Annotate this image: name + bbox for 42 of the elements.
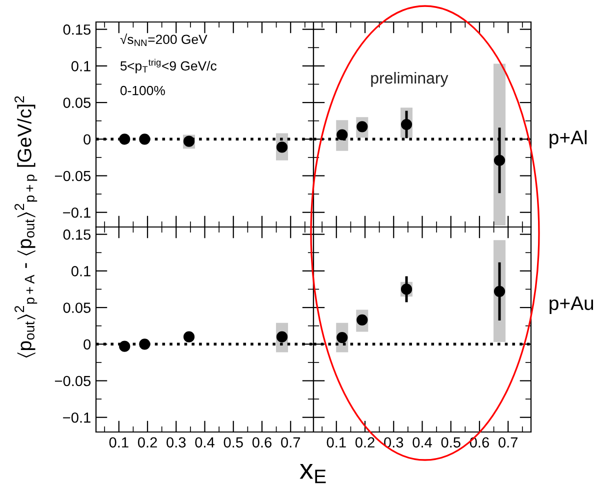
x-tick-label: 0.2: [355, 437, 374, 448]
y-tick-label: 0.15: [63, 229, 91, 240]
y-tick-label: −0.1: [63, 207, 90, 218]
x-tick-label: 0.7: [281, 437, 300, 448]
y-tick-label: 0: [84, 134, 91, 145]
y-tick-label: 0.05: [63, 302, 91, 313]
annotation: 5<p$_{T}$$^{trig}$<9 GeV/c: [120, 58, 217, 74]
point: [276, 142, 288, 153]
point: [139, 338, 150, 350]
x-axis-title: x$_{E}$: [300, 464, 326, 484]
x-tick-label: 0.3: [166, 437, 186, 448]
y-tick-label: 0.1: [71, 266, 90, 276]
annotation: preliminary: [371, 72, 448, 87]
y-tick-label: 0: [84, 339, 91, 350]
y-tick-label: 0.05: [63, 98, 91, 108]
y-tick-label: −0.05: [54, 170, 91, 182]
point: [400, 118, 412, 130]
y-tick-label: −0.05: [54, 376, 91, 386]
text: ⟨p$_{out}$⟩$^{2}$$_{p+A}$ - ⟨p$_{out}$⟩$^{2}$$_{p+p}$ [GeV/c]$^{2}$: [14, 96, 38, 358]
x-tick-label: 0.7: [498, 437, 518, 448]
y-tick-label: 0.15: [63, 24, 91, 35]
point: [183, 331, 195, 342]
y-tick-label: −0.1: [63, 412, 90, 423]
point: [276, 331, 288, 342]
point: [139, 134, 150, 145]
point: [119, 340, 130, 352]
x-tick-label: 0.4: [195, 437, 214, 448]
x-tick-label: 0.2: [138, 437, 157, 448]
text: p+Al: [550, 130, 587, 148]
annotation: 0-100%: [120, 86, 165, 96]
x-tick-label: 0.1: [109, 437, 128, 448]
x-tick-label: 0.5: [224, 437, 243, 448]
text: p+Au: [550, 296, 594, 314]
y-tick-label: 0.1: [71, 61, 90, 72]
annotation: √s$_{NN}$=200 GeV: [120, 33, 208, 46]
point: [119, 134, 130, 145]
x-tick-label: 0.6: [252, 437, 272, 448]
x-tick-label: 0.5: [441, 437, 460, 448]
x-tick-label: 0.1: [326, 437, 346, 448]
point: [494, 286, 506, 297]
x-tick-label: 0.4: [412, 437, 432, 448]
point: [494, 154, 506, 166]
